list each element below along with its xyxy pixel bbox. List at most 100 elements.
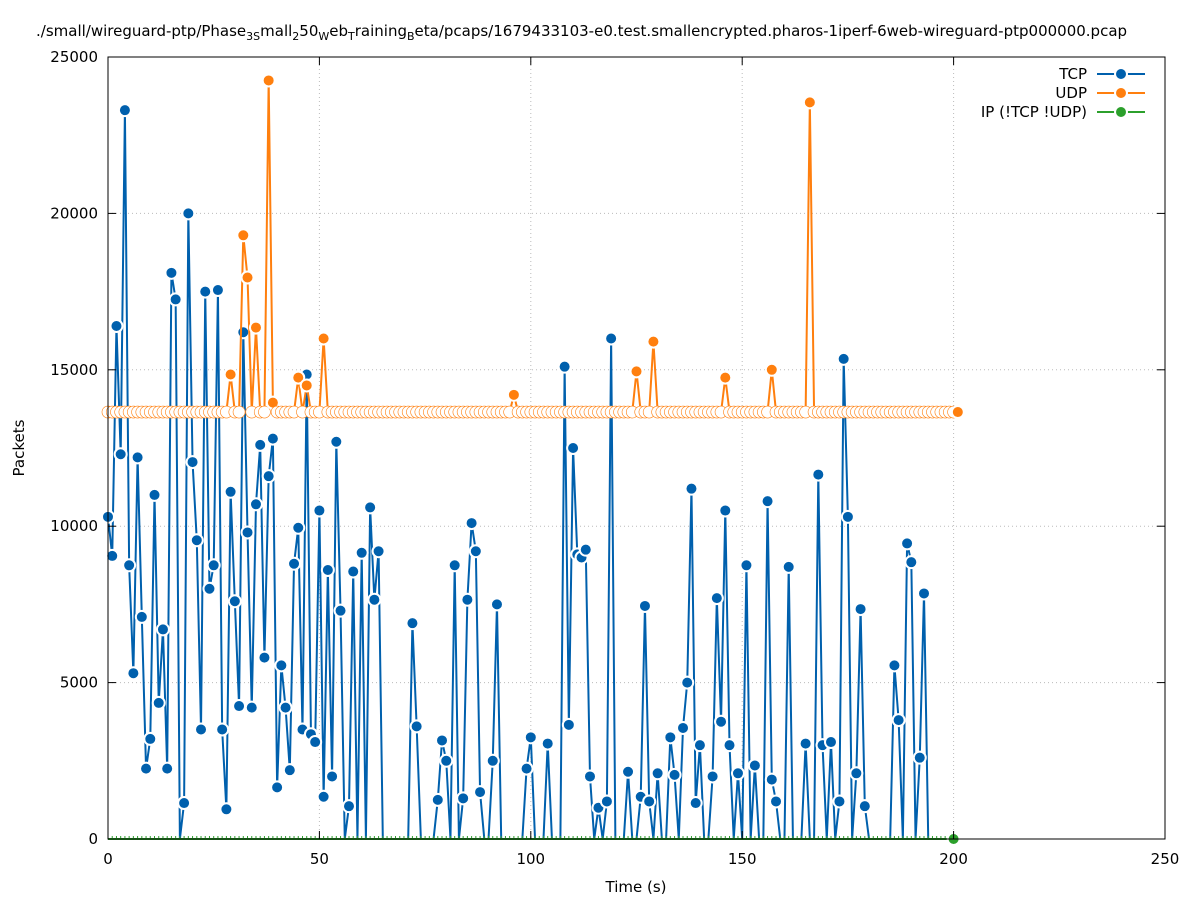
data-point — [143, 731, 158, 746]
title-segment: B — [407, 30, 415, 43]
title-segment: eb — [329, 22, 348, 40]
data-point — [730, 766, 745, 781]
data-point — [566, 441, 581, 455]
data-point — [519, 761, 534, 776]
y-axis-label: Packets — [10, 419, 28, 476]
data-point — [236, 325, 251, 340]
axis-ticks: 0 50 100 150 200 250 0 5000 10000 15000 20000 25000 — [50, 48, 1179, 868]
legend-label: UDP — [1055, 84, 1087, 102]
data-point — [210, 283, 225, 298]
data-point — [832, 794, 847, 809]
data-point — [823, 735, 838, 750]
data-point — [836, 351, 851, 366]
title-segment: T — [347, 30, 355, 43]
data-point — [473, 785, 488, 800]
data-point — [663, 730, 678, 745]
data-point — [346, 564, 361, 579]
data-point — [950, 405, 965, 420]
data-point — [849, 766, 864, 781]
legend-label: TCP — [1058, 65, 1087, 83]
data-point — [236, 228, 251, 243]
data-point — [692, 738, 707, 753]
data-point — [177, 796, 192, 811]
title-segment: mall — [260, 22, 292, 40]
data-point — [312, 503, 327, 518]
data-point — [912, 750, 927, 765]
data-point — [219, 802, 234, 817]
data-point — [900, 536, 915, 551]
grid — [108, 57, 1165, 839]
data-point — [637, 598, 652, 613]
data-point — [599, 794, 614, 809]
y-tick-label: 20000 — [50, 204, 98, 222]
data-point — [147, 487, 162, 502]
data-point — [240, 270, 255, 285]
data-point — [676, 720, 691, 735]
data-point — [540, 736, 555, 751]
data-point — [435, 733, 450, 748]
data-point — [718, 503, 733, 518]
data-point — [206, 558, 221, 573]
x-tick-label: 200 — [939, 850, 968, 868]
data-point — [405, 616, 420, 631]
data-point — [891, 713, 906, 728]
title-segment: 3S — [246, 30, 260, 43]
data-point — [215, 722, 230, 737]
data-point — [769, 794, 784, 809]
data-point — [764, 772, 779, 787]
legend-marker — [1114, 67, 1128, 81]
data-point — [904, 555, 919, 570]
data-point — [604, 331, 619, 346]
title-segment: ./small/wireguard-ptp/Phase — [36, 22, 246, 40]
data-point — [316, 331, 331, 346]
data-point — [464, 516, 479, 531]
data-point — [248, 497, 263, 512]
x-tick-label: 250 — [1151, 850, 1180, 868]
legend-item: UDP — [1055, 84, 1145, 102]
data-point — [840, 509, 855, 524]
data-point — [371, 544, 386, 559]
data-point — [126, 666, 141, 681]
data-point — [447, 558, 462, 573]
data-point — [299, 378, 314, 393]
data-point — [316, 789, 331, 804]
series-layer — [101, 73, 965, 846]
data-point — [261, 469, 276, 484]
data-point — [460, 592, 475, 607]
data-point — [258, 405, 271, 419]
data-point — [113, 447, 128, 462]
legend-marker — [1114, 105, 1128, 119]
data-point — [139, 761, 154, 776]
data-point — [409, 719, 424, 734]
title-segment: 50 — [299, 22, 318, 40]
title-segment: W — [318, 30, 329, 43]
legend-marker — [1114, 86, 1128, 100]
data-point — [764, 362, 779, 377]
data-point — [917, 586, 932, 601]
data-point — [523, 730, 538, 745]
data-point — [265, 431, 280, 446]
data-point — [308, 735, 323, 750]
data-point — [367, 592, 382, 607]
data-point — [667, 767, 682, 782]
data-point — [747, 758, 762, 773]
data-point — [227, 594, 242, 609]
chart-title: ./small/wireguard-ptp/Phase3Small250WebT… — [36, 22, 1127, 43]
data-point — [270, 780, 285, 795]
data-point — [325, 769, 340, 784]
data-point — [223, 367, 238, 382]
data-point — [798, 736, 813, 751]
series-tcp — [101, 103, 954, 840]
x-tick-label: 50 — [310, 850, 329, 868]
data-point — [853, 602, 868, 617]
data-point — [320, 562, 335, 577]
series-line — [108, 80, 958, 414]
data-point — [160, 761, 175, 776]
data-point — [168, 292, 183, 307]
y-tick-label: 5000 — [60, 674, 98, 692]
data-point — [232, 405, 246, 419]
data-point — [329, 434, 344, 449]
data-point — [291, 370, 306, 385]
title-segment: raining — [355, 22, 407, 40]
data-point — [341, 799, 356, 814]
